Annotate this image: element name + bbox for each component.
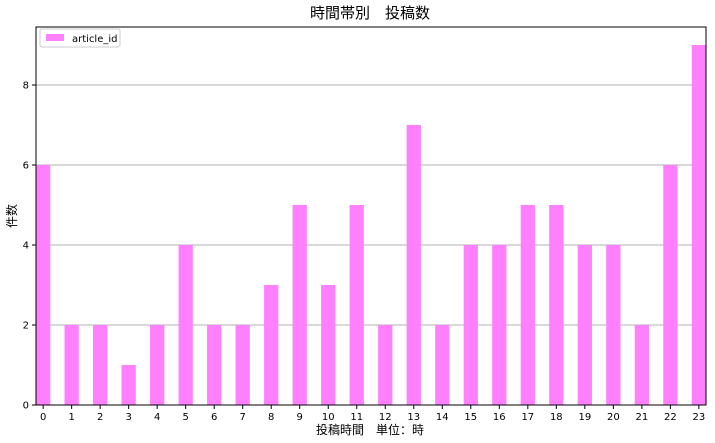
x-tick-label: 21: [635, 412, 648, 423]
y-tick-label: 8: [23, 81, 29, 92]
bar: [691, 45, 706, 405]
plot-frame: [35, 26, 707, 406]
legend-swatch: [46, 34, 64, 41]
x-tick-label: 18: [550, 412, 563, 423]
bar: [321, 285, 336, 405]
x-axis-label: 投稿時間 単位：時: [316, 422, 424, 437]
x-tick-label: 0: [40, 412, 46, 423]
x-tick-label: 22: [664, 412, 677, 423]
chart-title: 時間帯別 投稿数: [310, 4, 430, 22]
bar: [577, 245, 592, 405]
x-tick-label: 14: [436, 412, 449, 423]
x-tick-label: 4: [154, 412, 160, 423]
bars: [36, 45, 706, 405]
bar: [64, 325, 79, 405]
bar: [378, 325, 393, 405]
legend-label: article_id: [72, 34, 118, 45]
bar: [121, 365, 136, 405]
bar: [292, 205, 307, 405]
bar: [663, 165, 678, 405]
bar: [349, 205, 364, 405]
x-tick-label: 16: [493, 412, 506, 423]
x-tick-label: 9: [297, 412, 303, 423]
bar: [150, 325, 165, 405]
x-tick-label: 20: [607, 412, 620, 423]
x-tick-label: 7: [240, 412, 246, 423]
bar: [36, 165, 51, 405]
x-tick-label: 2: [97, 412, 103, 423]
bar: [549, 205, 564, 405]
x-tick-label: 1: [68, 412, 74, 423]
bar: [178, 245, 193, 405]
bar: [634, 325, 649, 405]
bar: [207, 325, 222, 405]
legend: article_id: [39, 28, 121, 48]
x-tick-label: 19: [578, 412, 591, 423]
x-tick-label: 13: [407, 412, 420, 423]
legend-box: [39, 28, 121, 48]
y-tick-label: 4: [23, 241, 29, 252]
x-tick-label: 23: [693, 412, 706, 423]
bar: [406, 125, 421, 405]
x-tick-label: 17: [521, 412, 534, 423]
x-axis-ticks: 0 1 2 3 4 5 6 7 8 9 10 11 12 13 14 15 16 17 18 19 20 21 22 23: [40, 405, 705, 423]
grid-lines: [36, 84, 706, 326]
bar: [492, 245, 507, 405]
y-axis-ticks: 0 2 4 6 8: [23, 81, 36, 412]
y-tick-label: 6: [23, 161, 29, 172]
x-tick-label: 10: [322, 412, 335, 423]
y-axis-label: 件数: [4, 204, 19, 228]
bar: [463, 245, 478, 405]
x-tick-label: 3: [125, 412, 131, 423]
x-tick-label: 15: [464, 412, 477, 423]
y-tick-label: 2: [23, 321, 29, 332]
y-tick-label: 0: [23, 401, 29, 412]
x-tick-label: 12: [379, 412, 392, 423]
bar: [235, 325, 250, 405]
x-tick-label: 6: [211, 412, 217, 423]
x-tick-label: 11: [350, 412, 363, 423]
bar: [264, 285, 279, 405]
bar: [93, 325, 108, 405]
bar: [435, 325, 450, 405]
bar: [520, 205, 535, 405]
bar: [606, 245, 621, 405]
x-tick-label: 5: [182, 412, 188, 423]
x-tick-label: 8: [268, 412, 274, 423]
